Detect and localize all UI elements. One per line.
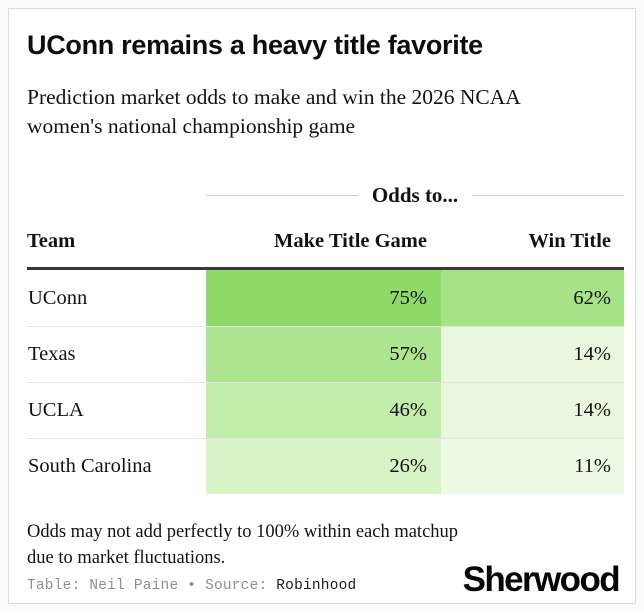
sherwood-logo: Sherwood	[462, 560, 621, 599]
credit-separator: •	[187, 578, 197, 594]
team-name: UConn	[27, 286, 206, 310]
group-rule-right	[472, 195, 625, 196]
win-title-cell: 14%	[441, 383, 624, 438]
chart-title: UConn remains a heavy title favorite	[27, 30, 483, 60]
odds-table: UConn 75% 62% Texas 57% 14% UCLA 46% 14%…	[27, 267, 624, 494]
table-row: UCLA 46% 14%	[27, 382, 624, 438]
credit-table-label: Table:	[27, 578, 81, 594]
team-name: South Carolina	[27, 455, 206, 478]
credit-line: Table: Neil Paine • Source: Robinhood	[27, 578, 618, 594]
make-title-game-cell: 26%	[206, 439, 441, 494]
column-header-make-title-game: Make Title Game	[274, 230, 427, 252]
column-group-header: Odds to...	[206, 183, 625, 208]
chart-card: UConn remains a heavy title favorite Pre…	[8, 8, 636, 604]
win-title-cell: 62%	[441, 270, 624, 326]
make-title-game-cell: 57%	[206, 327, 441, 382]
win-title-cell: 11%	[441, 439, 624, 494]
group-rule-left	[206, 195, 358, 196]
column-group-label: Odds to...	[371, 183, 459, 207]
table-header-row: Team Make Title Game Win Title	[27, 230, 624, 253]
make-title-game-cell: 75%	[206, 270, 441, 326]
credit-source-label: Source:	[205, 578, 268, 594]
team-name: Texas	[27, 343, 206, 366]
credit-source-name: Robinhood	[276, 578, 357, 594]
win-title-cell: 14%	[441, 327, 624, 382]
make-title-game-cell: 46%	[206, 383, 441, 438]
team-name: UCLA	[27, 399, 206, 422]
table-row: Texas 57% 14%	[27, 326, 624, 382]
footnote: Odds may not add perfectly to 100% withi…	[27, 522, 459, 568]
column-header-win-title: Win Title	[528, 230, 611, 252]
column-header-team: Team	[27, 230, 76, 252]
credit-author: Neil Paine	[89, 578, 179, 594]
chart-subtitle: Prediction market odds to make and win t…	[27, 85, 520, 138]
table-row: South Carolina 26% 11%	[27, 438, 624, 494]
table-row: UConn 75% 62%	[27, 270, 624, 326]
